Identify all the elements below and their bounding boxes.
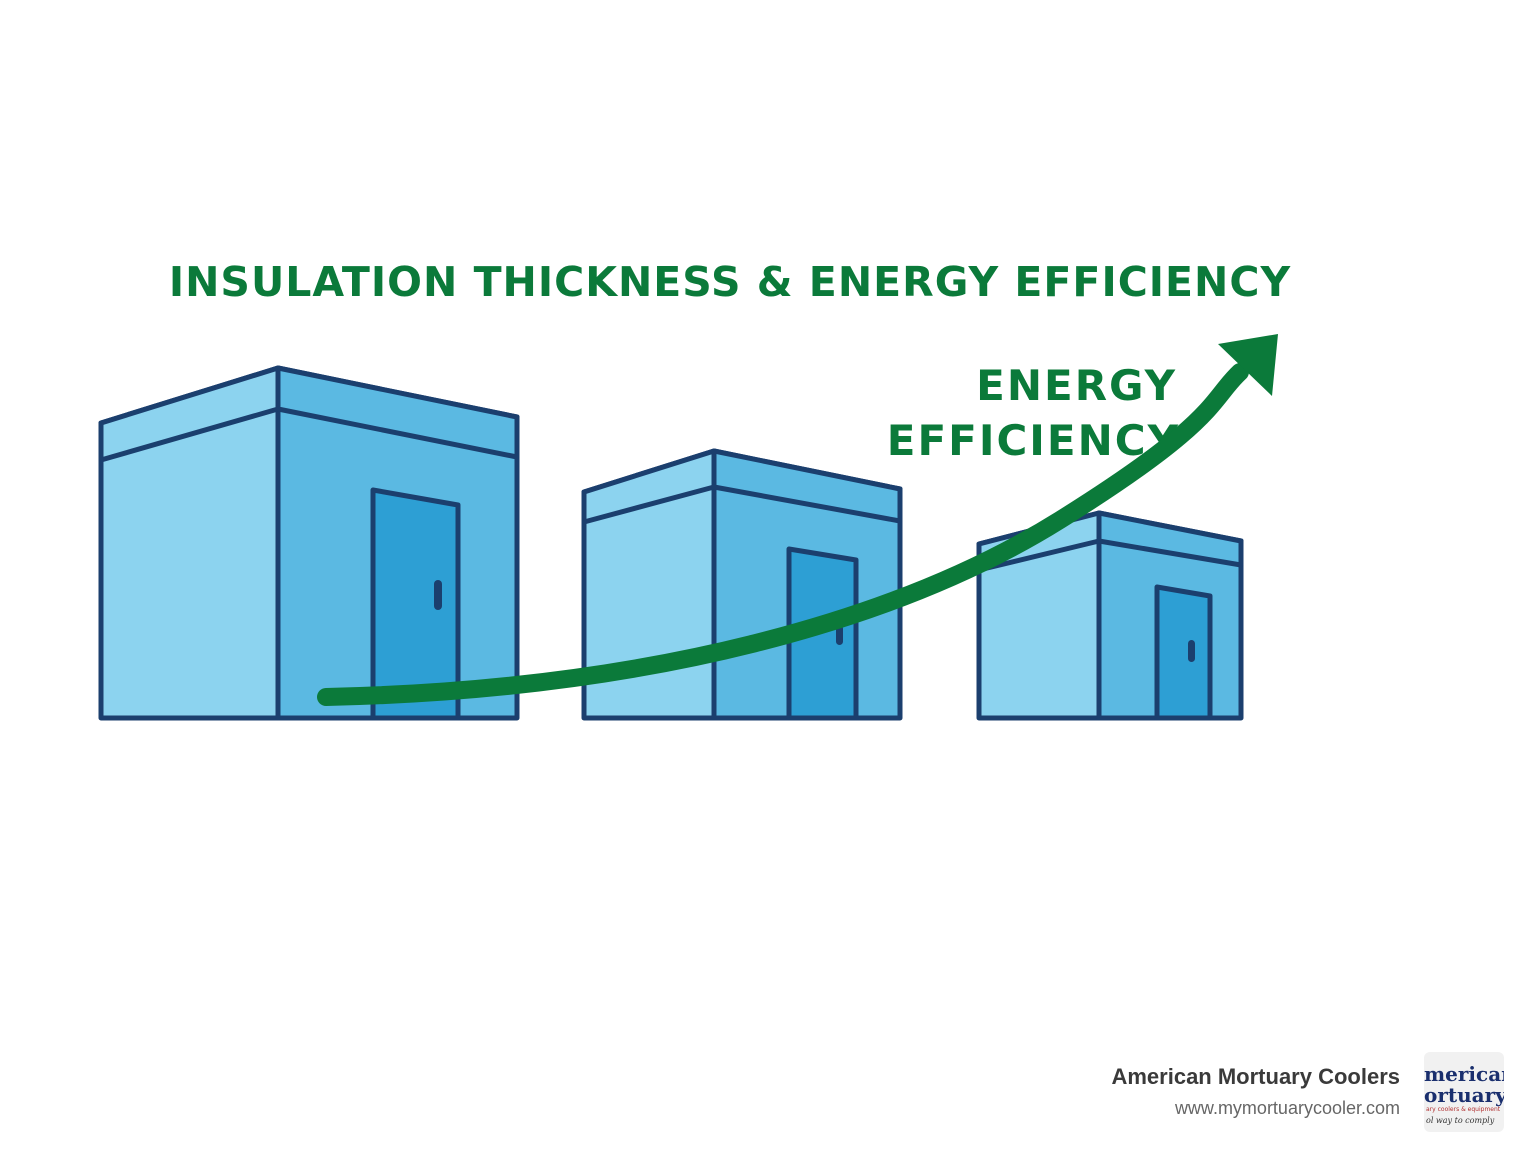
arrow-label-line1: ENERGY <box>976 361 1177 410</box>
diagram-title: INSULATION THICKNESS & ENERGY EFFICIENCY <box>168 258 1292 306</box>
cooler-large <box>98 365 520 721</box>
efficiency-arrow <box>317 334 1278 706</box>
branding: American Mortuary Coolers www.mymortuary… <box>1111 1064 1400 1119</box>
arrow-head-icon <box>1218 334 1278 396</box>
logo-line1: merican <box>1424 1062 1504 1086</box>
brand-name: American Mortuary Coolers <box>1111 1064 1400 1089</box>
door-handle <box>1188 640 1195 662</box>
door-handle <box>836 625 843 645</box>
door-handle <box>434 580 442 610</box>
door <box>370 487 461 721</box>
door <box>1154 584 1213 721</box>
arrow-label-line2: EFFICIENCY <box>887 416 1180 465</box>
brand-url: www.mymortuarycooler.com <box>1174 1098 1400 1118</box>
logo-line3: ary coolers & equipment <box>1426 1106 1501 1113</box>
logo-line4: ol way to comply <box>1426 1116 1495 1125</box>
brand-logo: merican ortuary ary coolers & equipment … <box>1424 1052 1504 1132</box>
logo-line2: ortuary <box>1424 1083 1504 1107</box>
